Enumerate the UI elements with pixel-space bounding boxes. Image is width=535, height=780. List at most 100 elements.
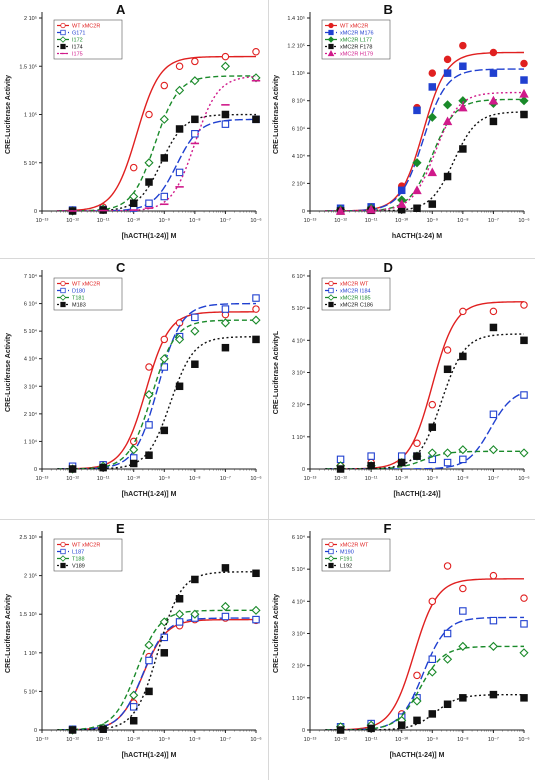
data-point (442, 448, 453, 458)
y-tick-label: 6 10⁴ (292, 534, 306, 541)
legend-marker (59, 294, 67, 301)
y-tick-label: 4 10⁴ (292, 153, 306, 160)
x-tick-label: 10⁻¹⁰ (127, 217, 141, 224)
data-point (221, 305, 230, 313)
x-tick-label: 10⁻⁹ (159, 217, 170, 224)
data-point (159, 354, 169, 364)
data-point (489, 323, 498, 332)
y-tick-label: 2 10⁴ (292, 402, 306, 409)
series-5 (325, 88, 529, 215)
data-point (252, 294, 260, 302)
panel-divider-vertical (268, 0, 269, 780)
legend-label: I174 (72, 45, 83, 51)
data-point (413, 439, 421, 448)
y-tick-label: 3 10⁴ (292, 631, 306, 638)
fit-curve (325, 333, 525, 469)
data-point (221, 612, 230, 621)
data-point (520, 76, 528, 84)
legend-label: xMC2R I184 (340, 289, 371, 295)
series-3 (57, 61, 261, 216)
fit-curve (57, 336, 257, 469)
y-axis-label: CRE-Luciferase Activity (5, 594, 12, 673)
data-point (413, 106, 421, 115)
data-point (488, 445, 499, 455)
data-point (443, 365, 452, 374)
data-point (251, 73, 261, 83)
y-tick-label: 2 10⁴ (24, 411, 38, 418)
data-point (145, 687, 153, 696)
series-2 (325, 391, 528, 469)
y-tick-label: 1.5 10⁵ (19, 611, 37, 618)
x-tick-label: 10⁻⁹ (159, 475, 170, 482)
data-point (145, 199, 153, 208)
x-tick-label: 10⁻⁷ (220, 475, 231, 482)
x-tick-label: 10⁻⁶ (250, 217, 261, 224)
series-3 (57, 601, 261, 735)
data-point (191, 313, 199, 322)
data-point (144, 640, 154, 650)
x-tick-label: 10⁻⁶ (250, 736, 261, 743)
y-tick-label: 2 10⁴ (292, 180, 306, 187)
legend-label: G171 (72, 31, 85, 37)
data-point (252, 305, 260, 313)
data-point (443, 346, 452, 354)
legend-label: M183 (72, 303, 86, 309)
data-point (520, 391, 528, 399)
data-point (221, 564, 230, 572)
data-point (145, 110, 153, 119)
fit-curve (57, 75, 256, 211)
data-point (145, 363, 153, 371)
legend-marker (59, 36, 67, 43)
data-point (428, 400, 437, 409)
legend-marker (60, 287, 66, 294)
panel-letter: D (384, 260, 393, 275)
y-tick-label: 1 10⁵ (24, 650, 37, 657)
y-tick-label: 4 10⁴ (292, 598, 306, 605)
data-point (428, 200, 437, 208)
y-tick-label: 1.5 10⁵ (19, 63, 37, 70)
legend-marker (327, 50, 335, 57)
data-point (396, 199, 407, 208)
data-point (159, 114, 169, 124)
data-point (413, 671, 421, 680)
data-point (145, 451, 153, 459)
panel-letter: B (384, 2, 393, 17)
data-point (129, 445, 139, 455)
series-5 (57, 75, 261, 212)
chart-panel-b: B 10⁻¹³ 10⁻¹² 10⁻¹¹ 10⁻¹⁰ 10⁻⁹ 10⁻⁸ 10⁻⁷ 10⁻⁶ 0 2 … (273, 2, 530, 240)
data-point (397, 458, 406, 467)
y-tick-label: 5 10⁴ (292, 305, 306, 312)
legend-marker (328, 22, 334, 29)
data-point (489, 117, 498, 126)
y-axis-label: CRE-Luciferase Activity (5, 333, 12, 412)
x-tick-label: 10⁻⁶ (518, 475, 529, 482)
data-point (443, 629, 452, 638)
legend-label: F191 (340, 557, 353, 563)
x-tick-label: 10⁻¹² (334, 218, 347, 224)
x-tick-label: 10⁻⁸ (457, 736, 468, 743)
data-point (459, 694, 467, 702)
y-tick-label: 0 (302, 728, 305, 734)
data-point (458, 641, 468, 651)
series-4 (325, 690, 528, 734)
series-3 (57, 315, 261, 474)
data-point (458, 445, 468, 455)
fit-curve (325, 645, 524, 730)
data-point (129, 163, 138, 172)
x-tick-label: 10⁻¹³ (304, 737, 317, 743)
legend-label: I175 (72, 52, 83, 58)
x-tick-label: 10⁻¹⁰ (395, 736, 409, 743)
data-point (175, 618, 184, 626)
fit-curve (325, 616, 525, 730)
x-tick-label: 10⁻⁶ (518, 217, 529, 224)
legend-label: xMC2R F178 (340, 45, 372, 51)
series-3 (325, 445, 529, 471)
x-tick-label: 10⁻⁷ (488, 217, 499, 224)
y-axis-label: CRE-Luciferase ActivityL (273, 330, 280, 414)
y-tick-label: 1.2 10⁵ (287, 43, 305, 50)
data-point (443, 69, 452, 77)
y-tick-label: 2.5 10⁵ (19, 534, 37, 541)
data-point (129, 690, 139, 700)
data-point (397, 721, 406, 729)
